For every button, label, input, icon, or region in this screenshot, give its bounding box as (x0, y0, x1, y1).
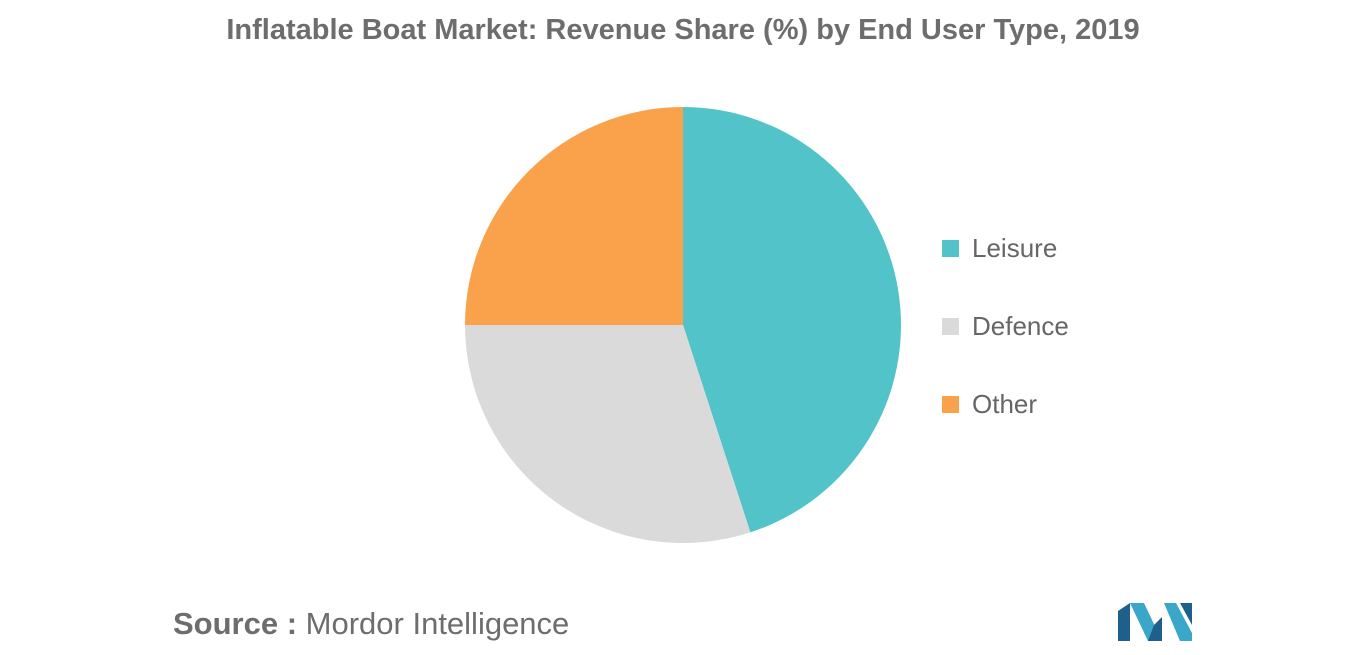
pie-slice-defence (465, 325, 751, 543)
legend-item-defence: Defence (942, 306, 1069, 346)
pie-slice-other (465, 107, 683, 325)
pie-slice-leisure (683, 107, 901, 533)
legend-swatch-defence (942, 317, 959, 335)
legend-item-other: Other (942, 384, 1069, 424)
legend-label-defence: Defence (972, 310, 1069, 341)
source-label: Source : (173, 606, 298, 641)
chart-title: Inflatable Boat Market: Revenue Share (%… (226, 14, 1140, 46)
legend-label-leisure: Leisure (972, 232, 1058, 263)
mordor-logo-icon (1118, 603, 1192, 641)
source-text: Mordor Intelligence (305, 606, 570, 641)
chart-legend: Leisure Defence Other (942, 228, 1069, 462)
legend-swatch-other (942, 395, 959, 413)
source-note: Source : Mordor Intelligence (173, 606, 569, 642)
legend-item-leisure: Leisure (942, 228, 1069, 268)
legend-label-other: Other (972, 388, 1038, 419)
legend-swatch-leisure (942, 239, 959, 257)
